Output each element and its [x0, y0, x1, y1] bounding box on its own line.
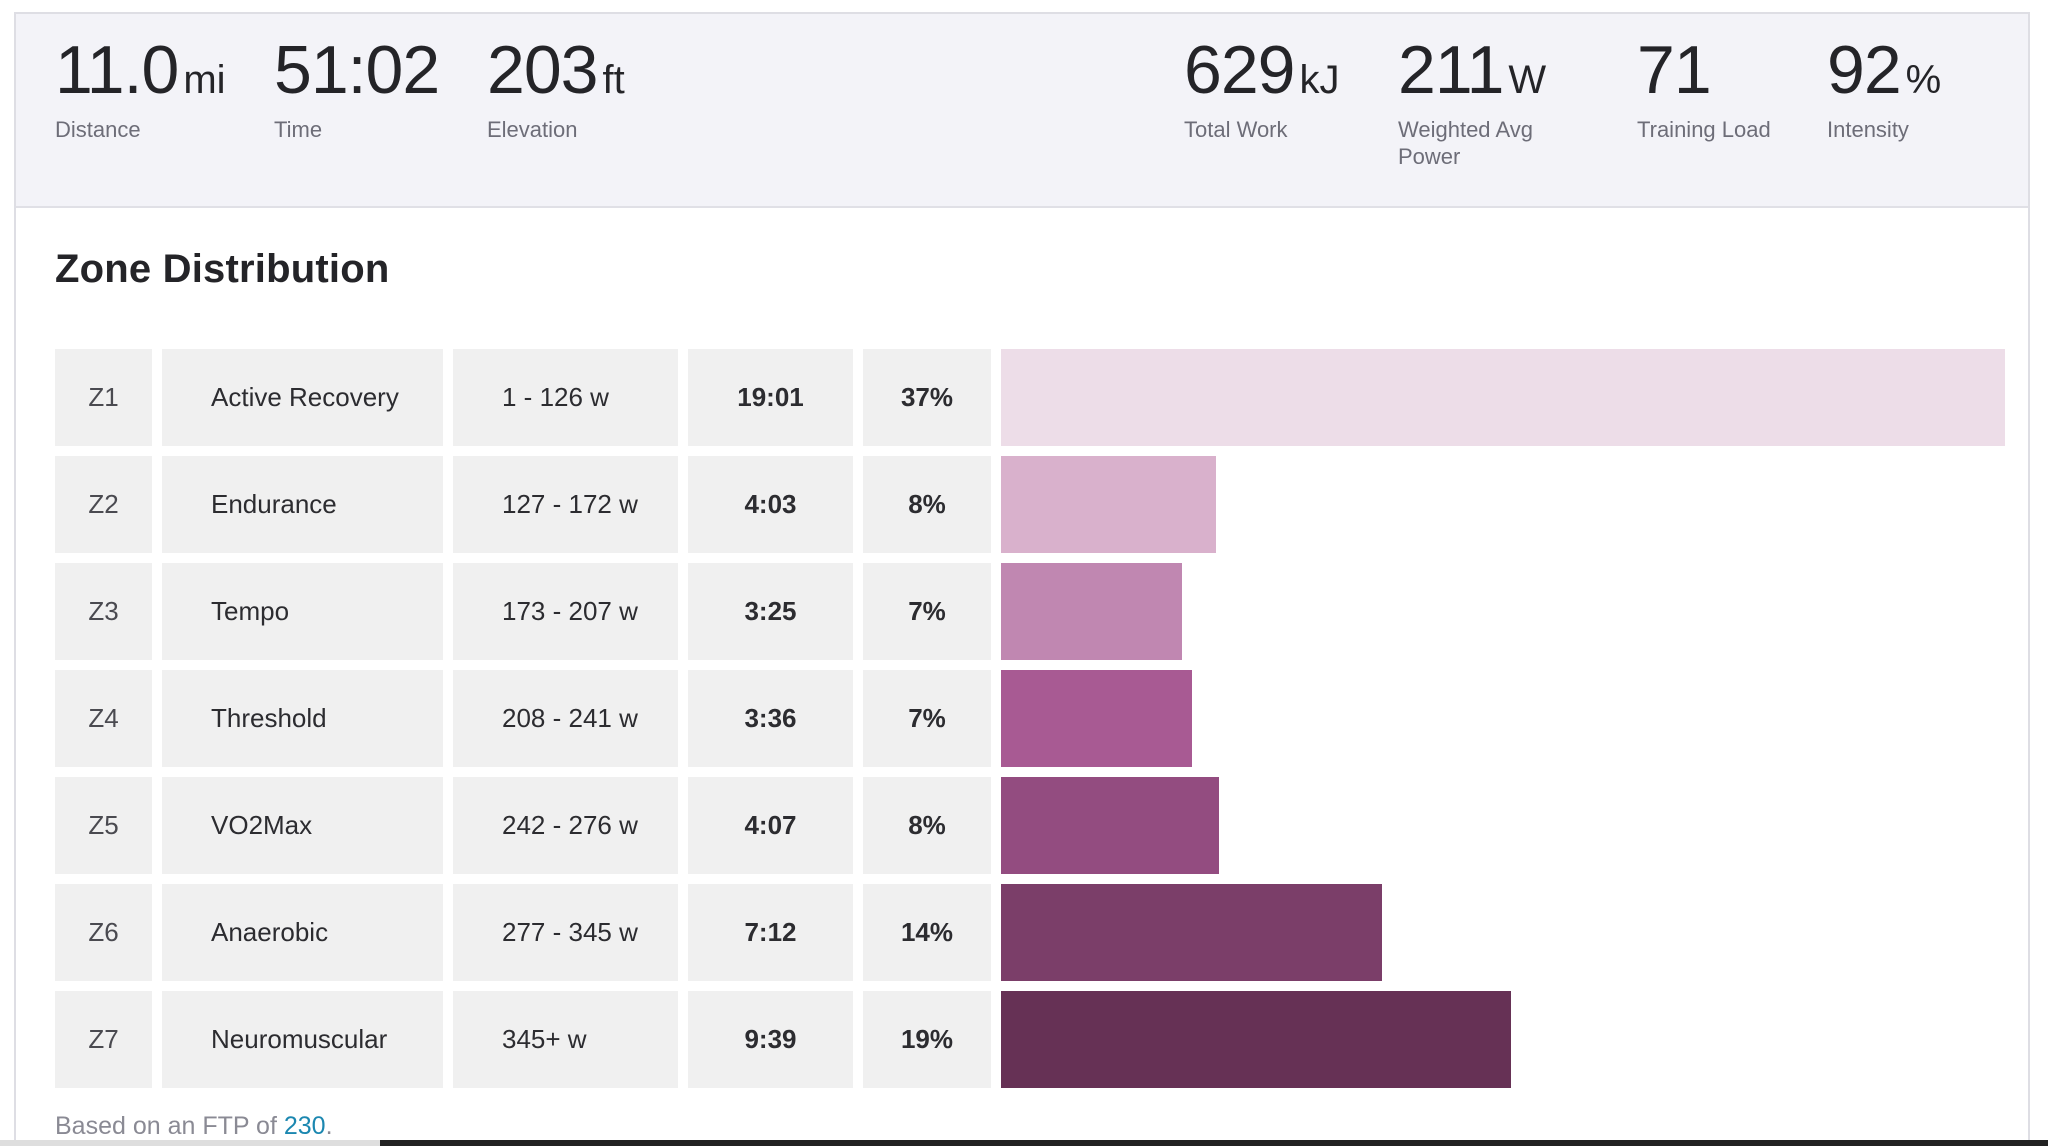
zone-percent: 19%	[863, 991, 991, 1088]
stat-unit: mi	[183, 58, 226, 102]
zone-row: Z1 Active Recovery 1 - 126 w 19:01 37%	[55, 349, 2005, 446]
zone-bar-track	[1001, 777, 2005, 874]
stat-time: 51:02 Time	[274, 36, 444, 143]
zone-id: Z2	[55, 456, 152, 553]
zone-percent: 7%	[863, 563, 991, 660]
stat-training-load: 71 Training Load	[1637, 36, 1771, 143]
stat-label: Weighted Avg Power	[1398, 117, 1533, 169]
stat-value: 203	[487, 32, 598, 108]
zone-time: 7:12	[688, 884, 853, 981]
zone-bar-track	[1001, 456, 2005, 553]
stat-label: Elevation	[487, 117, 578, 142]
stat-value: 11.0	[55, 32, 179, 108]
zone-bar-track	[1001, 991, 2005, 1088]
stat-unit: kJ	[1299, 58, 1340, 102]
zone-row: Z4 Threshold 208 - 241 w 3:36 7%	[55, 670, 2005, 767]
stat-unit: ft	[602, 58, 625, 102]
stat-label: Distance	[55, 117, 141, 142]
stat-label: Total Work	[1184, 117, 1288, 142]
zone-power-range: 173 - 207 w	[453, 563, 678, 660]
zone-time: 3:25	[688, 563, 853, 660]
zone-bar	[1001, 991, 1512, 1088]
ride-summary-card: 11.0 mi Distance 51:02 Time 203 ft Elevati…	[14, 12, 2030, 1146]
zone-name: Anaerobic	[162, 884, 443, 981]
stat-value: 629	[1184, 32, 1295, 108]
stat-label: Time	[274, 117, 323, 142]
stat-value: 71	[1637, 32, 1712, 108]
stats-bar: 11.0 mi Distance 51:02 Time 203 ft Elevati…	[16, 14, 2028, 208]
ftp-prefix: Based on an FTP of	[55, 1112, 284, 1140]
ftp-value-link[interactable]: 230	[283, 1112, 326, 1140]
zone-power-range: 277 - 345 w	[453, 884, 678, 981]
zone-id: Z4	[55, 670, 152, 767]
zone-bar	[1001, 670, 1192, 767]
zone-percent: 14%	[863, 884, 991, 981]
zone-time: 3:36	[688, 670, 853, 767]
stat-total-work: 629 kJ Total Work	[1184, 36, 1339, 143]
zone-power-range: 1 - 126 w	[453, 349, 678, 446]
zone-power-range: 127 - 172 w	[453, 456, 678, 553]
zone-bar-track	[1001, 670, 2005, 767]
zone-bar-track	[1001, 563, 2005, 660]
zone-bar	[1001, 563, 1182, 660]
zone-time: 19:01	[688, 349, 853, 446]
zone-power-range: 345+ w	[453, 991, 678, 1088]
zone-bar-track	[1001, 884, 2005, 981]
zone-power-range: 208 - 241 w	[453, 670, 678, 767]
zone-name: Tempo	[162, 563, 443, 660]
zone-percent: 7%	[863, 670, 991, 767]
stat-unit: W	[1508, 58, 1547, 102]
zone-name: Endurance	[162, 456, 443, 553]
stat-label: Training Load	[1637, 117, 1771, 142]
zone-id: Z7	[55, 991, 152, 1088]
stat-intensity: 92% Intensity	[1827, 36, 1941, 143]
zone-name: Threshold	[162, 670, 443, 767]
stat-value: 51:02	[274, 32, 440, 108]
stat-weighted-avg-power: 211 W Weighted Avg Power	[1398, 36, 1546, 170]
ftp-note: Based on an FTP of 230.	[55, 1112, 333, 1141]
zone-bar	[1001, 349, 2005, 446]
zone-distribution-title: Zone Distribution	[55, 247, 390, 291]
stat-label: Intensity	[1827, 117, 1909, 142]
zone-time: 4:03	[688, 456, 853, 553]
zone-name: Active Recovery	[162, 349, 443, 446]
bottom-scroll-thumb[interactable]	[380, 1140, 2048, 1146]
zone-time: 9:39	[688, 991, 853, 1088]
zone-time: 4:07	[688, 777, 853, 874]
zone-percent: 37%	[863, 349, 991, 446]
zone-row: Z6 Anaerobic 277 - 345 w 7:12 14%	[55, 884, 2005, 981]
zone-row: Z5 VO2Max 242 - 276 w 4:07 8%	[55, 777, 2005, 874]
zone-bar	[1001, 456, 1216, 553]
zone-bar	[1001, 884, 1382, 981]
zone-bar	[1001, 777, 1219, 874]
zone-name: Neuromuscular	[162, 991, 443, 1088]
zone-row: Z3 Tempo 173 - 207 w 3:25 7%	[55, 563, 2005, 660]
zone-percent: 8%	[863, 777, 991, 874]
zone-id: Z6	[55, 884, 152, 981]
zone-name: VO2Max	[162, 777, 443, 874]
zone-id: Z1	[55, 349, 152, 446]
stat-value: 92	[1827, 32, 1902, 108]
zone-row: Z2 Endurance 127 - 172 w 4:03 8%	[55, 456, 2005, 553]
stat-elevation: 203 ft Elevation	[487, 36, 625, 143]
stat-unit: %	[1905, 58, 1942, 102]
zone-id: Z5	[55, 777, 152, 874]
zone-bar-track	[1001, 349, 2005, 446]
zone-percent: 8%	[863, 456, 991, 553]
zone-id: Z3	[55, 563, 152, 660]
ftp-suffix: .	[325, 1112, 333, 1140]
stat-distance: 11.0 mi Distance	[55, 36, 226, 143]
zone-row: Z7 Neuromuscular 345+ w 9:39 19%	[55, 991, 2005, 1088]
stat-value: 211	[1398, 32, 1504, 108]
zone-power-range: 242 - 276 w	[453, 777, 678, 874]
